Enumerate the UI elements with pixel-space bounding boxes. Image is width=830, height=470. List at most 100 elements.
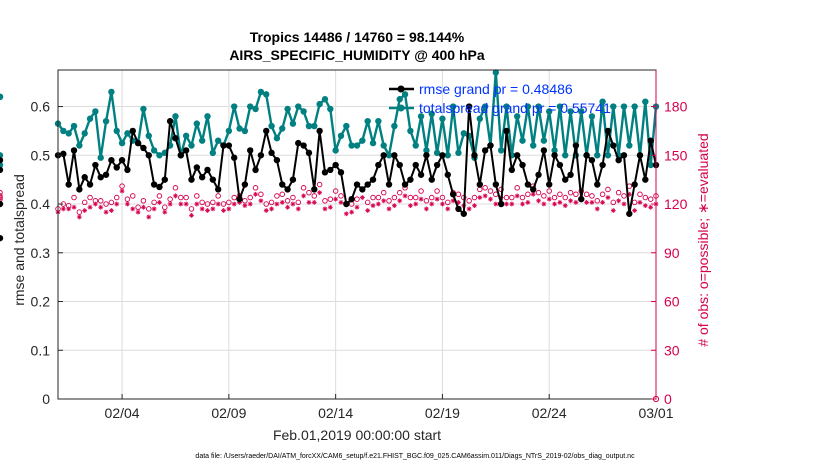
obs-possible-marker [519, 194, 526, 201]
obs-evaluated-stroke [360, 195, 365, 200]
obs-evaluated-marker [162, 209, 168, 215]
rmse-point [497, 200, 505, 208]
totalspread-point [263, 91, 270, 98]
obs-evaluated-marker [157, 200, 162, 205]
obs-evaluated-marker [637, 200, 643, 205]
data-file-footer: data file: /Users/raeder/DAI/ATM_forcXX/… [195, 453, 635, 460]
obs-evaluated-stroke [146, 215, 151, 220]
obs-evaluated-marker [258, 198, 264, 204]
obs-evaluated-marker [562, 203, 568, 209]
obs-evaluated-stroke [552, 202, 557, 207]
obs-evaluated-stroke [184, 202, 189, 207]
rmse-point [150, 181, 158, 188]
obs-possible-marker [151, 199, 157, 206]
obs-evaluated-stroke [429, 202, 434, 207]
rmse-point [423, 152, 430, 159]
obs-evaluated-marker [349, 209, 355, 215]
obs-possible-marker [108, 199, 115, 206]
obs-possible-marker [434, 188, 440, 194]
totalspread-point [481, 103, 489, 110]
rmse-point [140, 144, 147, 152]
totalspread-point [546, 108, 553, 115]
totalspread-point [401, 91, 409, 98]
rmse-point [327, 166, 334, 174]
obs-evaluated-stroke [349, 210, 354, 215]
obs-possible-marker [146, 206, 152, 212]
obs-evaluated-stroke [600, 200, 605, 205]
totalspread-point [70, 122, 78, 130]
obs-evaluated-marker [119, 188, 125, 194]
obs-evaluated-stroke [221, 208, 226, 213]
obs-possible-marker [279, 191, 286, 198]
totalspread-point [86, 115, 94, 122]
rmse-point [348, 195, 355, 203]
obs-evaluated-marker [632, 208, 638, 213]
totalspread-point [172, 113, 179, 120]
chart-title-line2: AIRS_SPECIFIC_HUMIDITY @ 400 hPa [229, 47, 485, 63]
obs-evaluated-marker [536, 198, 541, 204]
obs-evaluated-stroke [403, 193, 408, 198]
rmse-point [385, 181, 393, 188]
rmse-point [407, 176, 414, 183]
totalspread-point [60, 127, 67, 135]
obs-evaluated-stroke [296, 206, 301, 211]
rmse-point [113, 164, 120, 171]
rmse-point [396, 161, 403, 169]
obs-evaluated-marker [514, 193, 520, 199]
totalspread-point [230, 103, 238, 110]
obs-possible-marker [172, 185, 179, 191]
obs-evaluated-stroke [301, 193, 306, 198]
rmse-point [610, 142, 617, 149]
obs-evaluated-marker [285, 204, 290, 210]
obs-evaluated-stroke [408, 203, 413, 208]
obs-possible-marker [290, 194, 296, 201]
obs-evaluated-stroke [285, 205, 290, 210]
rmse-point [86, 181, 94, 188]
obs-possible-marker [0, 193, 3, 199]
obs-evaluated-marker [616, 198, 622, 204]
obs-possible-marker [210, 199, 216, 206]
obs-possible-marker [525, 191, 531, 198]
obs-evaluated-stroke [136, 210, 141, 215]
obs-evaluated-stroke [392, 203, 397, 208]
obs-possible-marker [386, 198, 392, 204]
obs-evaluated-stroke [344, 211, 349, 216]
obs-evaluated-marker [146, 214, 152, 220]
obs-evaluated-marker [600, 200, 606, 205]
obs-evaluated-marker [386, 206, 392, 212]
obs-evaluated-marker [301, 193, 307, 199]
obs-evaluated-stroke [472, 203, 477, 208]
obs-evaluated-stroke [493, 202, 498, 207]
totalspread-point [337, 132, 345, 139]
obs-evaluated-stroke [312, 200, 317, 205]
obs-evaluated-marker [322, 206, 328, 212]
totalspread-point [529, 142, 537, 149]
obs-possible-marker [594, 198, 601, 204]
rmse-point [76, 186, 83, 193]
obs-evaluated-marker [263, 208, 269, 213]
obs-evaluated-marker [274, 201, 280, 207]
rmse-point [578, 195, 585, 203]
rmse-point [273, 156, 281, 164]
x-tick-label: 03/01 [638, 405, 673, 421]
legend-spread-marker [397, 104, 405, 112]
obs-possible-marker [605, 186, 611, 193]
obs-evaluated-stroke [440, 202, 445, 207]
obs-possible-marker [412, 194, 419, 201]
obs-evaluated-marker [125, 201, 130, 207]
obs-evaluated-marker [525, 200, 531, 205]
obs-possible-marker [124, 196, 131, 202]
obs-evaluated-marker [397, 198, 403, 204]
rmse-point [343, 200, 350, 208]
obs-evaluated-stroke [563, 203, 568, 208]
totalspread-point [610, 103, 617, 110]
obs-possible-marker [274, 193, 280, 199]
obs-evaluated-marker [504, 201, 509, 207]
obs-possible-marker [642, 194, 649, 201]
obs-evaluated-marker [594, 206, 600, 212]
obs-evaluated-marker [365, 208, 371, 213]
obs-evaluated-stroke [189, 213, 194, 218]
rmse-point [316, 127, 323, 135]
obs-evaluated-stroke [515, 193, 520, 198]
totalspread-point [417, 113, 425, 120]
